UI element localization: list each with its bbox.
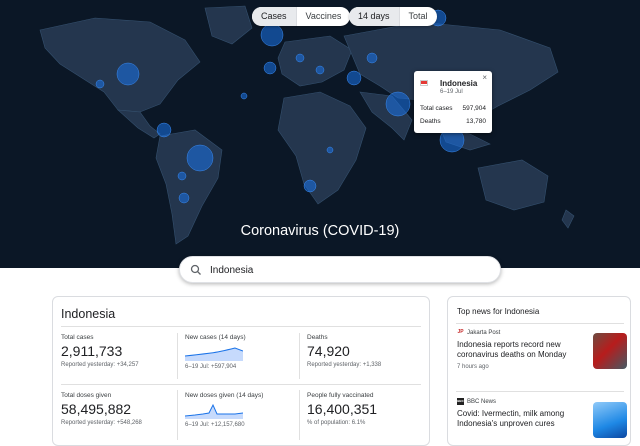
popup-dates: 6–19 Jul (440, 89, 463, 95)
stat-label: People fully vaccinated (307, 392, 374, 399)
stat-total-doses: Total doses given 58,495,882 Reported ye… (61, 392, 176, 426)
divider (456, 391, 624, 392)
stat-sub: Reported yesterday: +548,268 (61, 420, 142, 426)
stat-label: New doses given (14 days) (185, 392, 264, 399)
popup-country: Indonesia (440, 79, 478, 88)
popup-row-label: Deaths (420, 118, 441, 125)
divider (177, 390, 178, 440)
divider (299, 333, 300, 379)
map-hero: Cases Vaccines 14 days Total Indonesia 6… (0, 0, 640, 268)
bbc-logo-icon: BBC (457, 398, 464, 405)
stats-country: Indonesia (61, 307, 116, 321)
news-source: JP Jakarta Post (457, 329, 627, 336)
range-toggle: 14 days Total (349, 7, 437, 26)
news-source: BBC BBC News (457, 398, 627, 405)
news-item[interactable]: BBC BBC News Covid: Ivermectin, milk amo… (457, 398, 627, 442)
stat-sub: Reported yesterday: +34,257 (61, 362, 139, 368)
news-headline[interactable]: Covid: Ivermectin, milk among Indonesia'… (457, 409, 565, 428)
popup-row-label: Total cases (420, 105, 453, 112)
stat-value: 74,920 (307, 343, 350, 359)
search-icon (190, 264, 201, 275)
stat-total-cases: Total cases 2,911,733 Reported yesterday… (61, 334, 176, 368)
stat-fully-vaccinated: People fully vaccinated 16,400,351 % of … (307, 392, 422, 426)
new-doses-sparkline (185, 403, 243, 419)
stat-label: Deaths (307, 334, 328, 341)
search-box[interactable] (179, 256, 501, 283)
close-icon[interactable]: × (482, 73, 487, 82)
divider (61, 384, 421, 385)
flag-icon (420, 80, 428, 86)
country-popup: Indonesia 6–19 Jul × Total cases 597,904… (414, 71, 492, 133)
divider (456, 323, 624, 324)
stat-label: Total cases (61, 334, 94, 341)
news-thumbnail[interactable] (593, 402, 627, 438)
stat-label: New cases (14 days) (185, 334, 246, 341)
news-card: Top news for Indonesia JP Jakarta Post I… (447, 296, 631, 446)
popup-row-deaths: Deaths 13,780 (420, 118, 486, 125)
new-cases-sparkline (185, 347, 243, 361)
news-source-name: Jakarta Post (467, 329, 501, 336)
news-time: 7 hours ago (457, 364, 489, 370)
stat-deaths: Deaths 74,920 Reported yesterday: +1,338 (307, 334, 422, 368)
total-toggle[interactable]: Total (398, 7, 437, 26)
stats-card: Indonesia Total cases 2,911,733 Reported… (52, 296, 430, 446)
stat-value: 2,911,733 (61, 343, 123, 359)
popup-row-cases: Total cases 597,904 (420, 105, 486, 112)
stat-sub: % of population: 6.1% (307, 420, 366, 426)
stat-value: 58,495,882 (61, 401, 132, 417)
divider (299, 390, 300, 440)
world-map[interactable] (0, 0, 640, 268)
stat-new-doses: New doses given (14 days) 6–19 Jul: +12,… (185, 392, 300, 428)
popup-row-value: 597,904 (462, 105, 487, 112)
popup-row-value: 13,780 (466, 118, 486, 125)
divider (61, 326, 421, 327)
stat-label: Total doses given (61, 392, 112, 399)
stat-sub: 6–19 Jul: +12,157,680 (185, 422, 245, 428)
stat-sub: Reported yesterday: +1,338 (307, 362, 382, 368)
divider (177, 333, 178, 379)
stat-value: 16,400,351 (307, 401, 378, 417)
stat-new-cases: New cases (14 days) 6–19 Jul: +597,904 (185, 334, 300, 370)
news-thumbnail[interactable] (593, 333, 627, 369)
cases-toggle[interactable]: Cases (252, 7, 296, 26)
search-input[interactable] (210, 261, 490, 279)
news-item[interactable]: JP Jakarta Post Indonesia reports record… (457, 329, 627, 379)
jakarta-post-logo-icon: JP (457, 329, 464, 335)
page-title: Coronavirus (COVID-19) (240, 223, 400, 239)
14-days-toggle[interactable]: 14 days (349, 7, 399, 26)
vaccines-toggle[interactable]: Vaccines (295, 7, 351, 26)
news-header: Top news for Indonesia (457, 307, 540, 316)
metric-toggle: Cases Vaccines (252, 7, 351, 26)
stat-sub: 6–19 Jul: +597,904 (185, 364, 237, 370)
news-source-name: BBC News (467, 398, 497, 405)
news-headline[interactable]: Indonesia reports record new coronavirus… (457, 340, 567, 359)
